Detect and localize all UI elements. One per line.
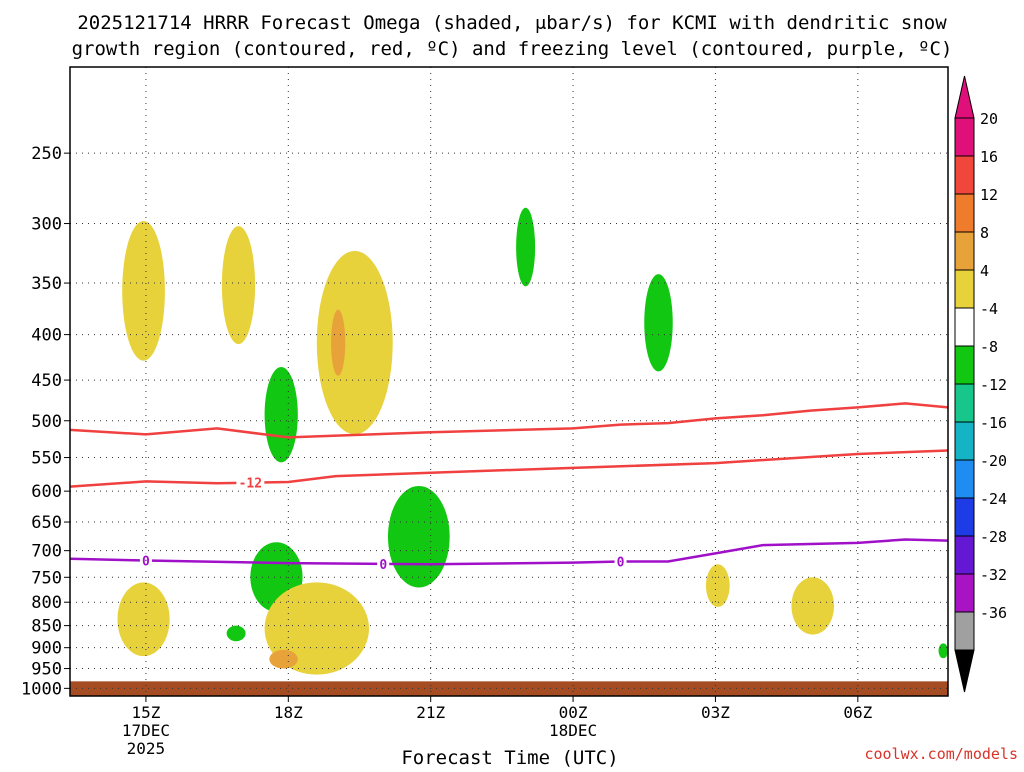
x-tick-label-9-0: 00Z [559,703,588,722]
x-tick-label-0-0: 15Z [131,703,160,722]
colorbar-label-2: 12 [980,186,998,204]
omega-region-13 [705,564,730,608]
axes: 2503003504004505005506006507007508008509… [21,144,873,758]
colorbar-bottom-arrow [954,649,975,693]
colorbar-label-7: -12 [980,376,1007,394]
x-tick-label-9-1: 18DEC [549,721,597,740]
contour-label-2-2: 0 [617,556,625,571]
colorbar-label-6: -8 [980,338,998,356]
omega-region-11 [269,649,298,669]
colorbar-bin-4 [954,269,975,309]
colorbar-bin-5 [954,307,975,347]
omega-region-12 [226,625,246,642]
contour-line-2 [69,538,949,566]
y-tick-label-550: 550 [31,449,62,469]
colorbar-bin-7 [954,383,975,423]
colorbar-bin-3 [954,231,975,271]
colorbar-label-8: -16 [980,414,1007,432]
colorbar-bin-1 [954,155,975,195]
y-tick-label-250: 250 [31,144,62,164]
colorbar-label-10: -24 [980,490,1007,508]
colorbar-bin-12 [954,573,975,613]
y-tick-label-450: 450 [31,371,62,391]
x-tick-label-3-0: 18Z [274,703,303,722]
y-tick-label-500: 500 [31,412,62,432]
y-tick-label-800: 800 [31,593,62,613]
y-tick-label-850: 850 [31,617,62,637]
colorbar-label-9: -20 [980,452,1007,470]
omega-region-7 [387,485,450,588]
x-tick-label-12-0: 03Z [701,703,730,722]
omega-region-15 [938,643,948,659]
credit-text: coolwx.com/models [864,745,1018,763]
colorbar-label-0: 20 [980,110,998,128]
omega-region-3 [331,309,346,376]
colorbar-label-5: -4 [980,300,998,318]
contour-label-bg-2-1 [377,556,390,571]
y-tick-label-1000: 1000 [21,679,62,699]
contour-label-bg-2-2 [614,554,627,569]
colorbar-label-13: -36 [980,604,1007,622]
omega-region-0 [122,220,165,361]
y-tick-label-700: 700 [31,542,62,562]
y-tick-label-950: 950 [31,660,62,680]
colorbar-label-12: -32 [980,566,1007,584]
omega-region-5 [516,207,536,287]
y-tick-label-750: 750 [31,568,62,588]
plot-frame [69,66,949,697]
contour-label-2-0: 0 [142,554,150,569]
colorbar-label-3: 8 [980,224,989,242]
x-tick-label-6-0: 21Z [416,703,445,722]
chart-title-line2: growth region (contoured, red, ºC) and f… [72,38,953,60]
y-tick-label-650: 650 [31,513,62,533]
colorbar-bin-11 [954,535,975,575]
colorbar-bin-13 [954,611,975,651]
y-tick-label-400: 400 [31,326,62,346]
omega-region-1 [221,226,256,345]
contour-line-0 [69,402,949,439]
colorbar-label-1: 16 [980,148,998,166]
colorbar-top-arrow [954,75,975,119]
y-tick-label-900: 900 [31,639,62,659]
colorbar-bin-10 [954,497,975,537]
colorbar-bin-0 [954,117,975,157]
x-axis-label: Forecast Time (UTC) [401,747,618,768]
colorbar-bin-6 [954,345,975,385]
x-tick-label-0-2: 2025 [127,739,166,758]
contour-label-bg-1-0 [236,475,265,490]
x-tick-label-15-0: 06Z [843,703,872,722]
omega-region-6 [644,274,673,372]
colorbar-bin-9 [954,459,975,499]
plot-area: -12 0 0 0 [69,67,949,696]
contour-label-2-1: 0 [379,558,387,573]
chart-title-line1: 2025121714 HRRR Forecast Omega (shaded, … [77,12,947,34]
colorbar-label-4: 4 [980,262,989,280]
y-tick-label-350: 350 [31,274,62,294]
y-tick-label-600: 600 [31,482,62,502]
omega-region-14 [791,577,835,635]
colorbar: 20 16 12 8 4 -4 -8 -12 -16 -20 -24 -28 -32 -36 [954,75,1007,693]
colorbar-bin-8 [954,421,975,461]
omega-region-9 [117,582,170,657]
y-tick-label-300: 300 [31,215,62,235]
omega-region-2 [316,250,393,435]
contour-label-bg-2-0 [139,553,152,568]
x-tick-label-0-1: 17DEC [122,721,170,740]
omega-region-4 [264,366,298,463]
colorbar-label-11: -28 [980,528,1007,546]
contour-label-1-0: -12 [239,477,262,492]
colorbar-bin-2 [954,193,975,233]
contour-line-1 [69,449,949,488]
